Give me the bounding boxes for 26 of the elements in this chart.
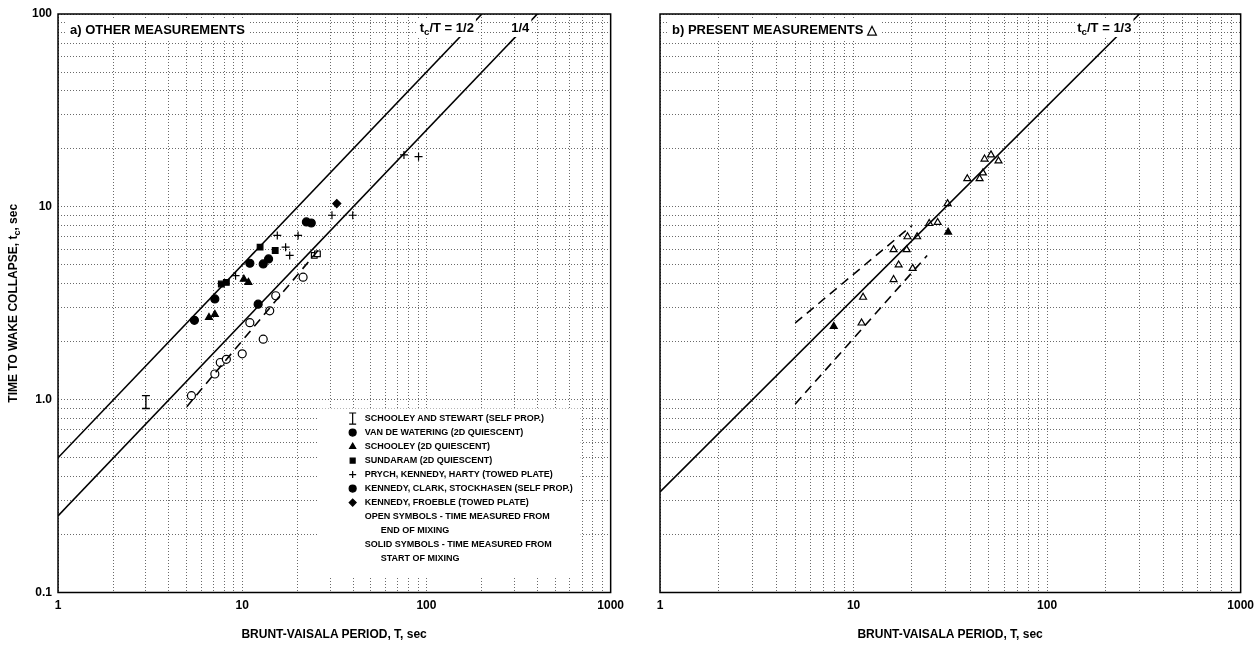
annotation: OPEN SYMBOLS - TIME MEASURED FROM END OF MIXING <box>364 511 550 536</box>
y-tick-label: 10 <box>38 199 53 214</box>
legend-label: PRYCH, KENNEDY, HARTY (TOWED PLATE) <box>364 469 553 480</box>
x-tick-label: 1 <box>54 598 62 613</box>
annotation: SOLID SYMBOLS - TIME MEASURED FROM START OF MIXING <box>364 539 552 564</box>
x-axis-title: BRUNT-VAISALA PERIOD, T, sec <box>857 627 1044 642</box>
x-axis-title: BRUNT-VAISALA PERIOD, T, sec <box>241 627 428 642</box>
legend-label: KENNEDY, FROEBLE (TOWED PLATE) <box>364 497 529 508</box>
y-tick-label: 1.0 <box>35 392 53 407</box>
x-tick-label: 10 <box>235 598 250 613</box>
y-tick-label: 0.1 <box>35 584 53 599</box>
text: b) PRESENT MEASUREMENTS △ <box>672 21 879 37</box>
text: a) OTHER MEASUREMENTS <box>70 21 246 37</box>
x-tick-label: 100 <box>416 598 437 613</box>
series-label: 1/4 <box>511 19 531 35</box>
x-tick-label: 10 <box>846 598 861 613</box>
legend-label: SCHOOLEY (2D QUIESCENT) <box>364 441 491 452</box>
x-tick-label: 100 <box>1037 598 1058 613</box>
x-tick-label: 1000 <box>1227 598 1255 613</box>
x-tick-label: 1 <box>656 598 664 613</box>
legend-label: SCHOOLEY AND STEWART (SELF PROP.) <box>364 413 545 424</box>
legend-label: VAN DE WATERING (2D QUIESCENT) <box>364 427 524 438</box>
legend-label: KENNEDY, CLARK, STOCKHASEN (SELF PROP.) <box>364 483 573 494</box>
legend-label: SUNDARAM (2D QUIESCENT) <box>364 455 493 466</box>
y-tick-label: 100 <box>31 6 53 21</box>
x-tick-label: 1000 <box>597 598 625 613</box>
